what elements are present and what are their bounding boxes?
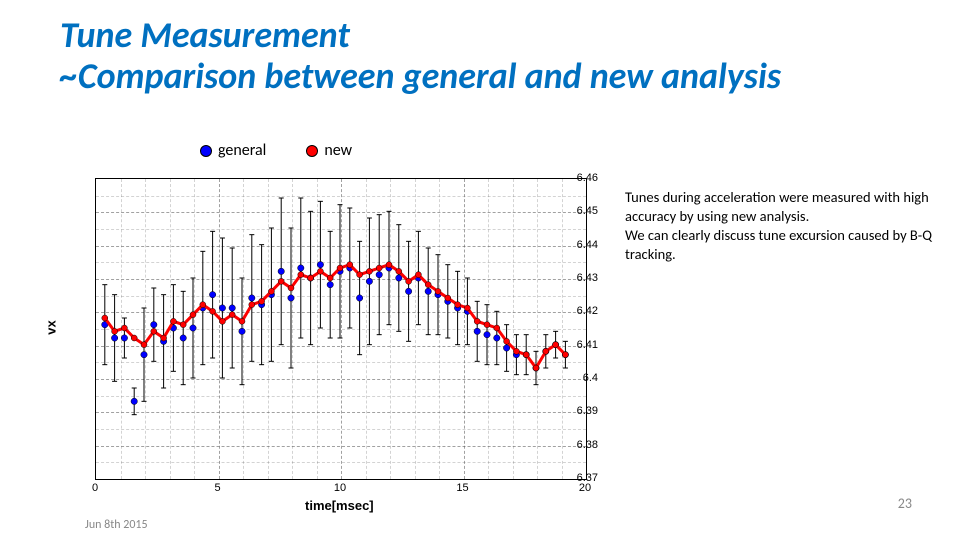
tune-chart: 6.376.386.396.46.416.426.436.446.456.460… bbox=[40, 168, 600, 513]
legend-marker-new bbox=[306, 145, 318, 157]
legend: general new bbox=[200, 141, 352, 160]
caption-text: Tunes during acceleration were measured … bbox=[625, 188, 945, 263]
page-number: 23 bbox=[898, 495, 912, 512]
date-footer: Jun 8th 2015 bbox=[85, 518, 148, 532]
legend-label-new: new bbox=[324, 141, 352, 160]
legend-marker-general bbox=[200, 145, 212, 157]
legend-item-general: general bbox=[200, 141, 266, 160]
slide-title: Tune Measurement ~Comparison between gen… bbox=[60, 15, 781, 98]
legend-item-new: new bbox=[306, 141, 352, 160]
legend-label-general: general bbox=[218, 141, 266, 160]
